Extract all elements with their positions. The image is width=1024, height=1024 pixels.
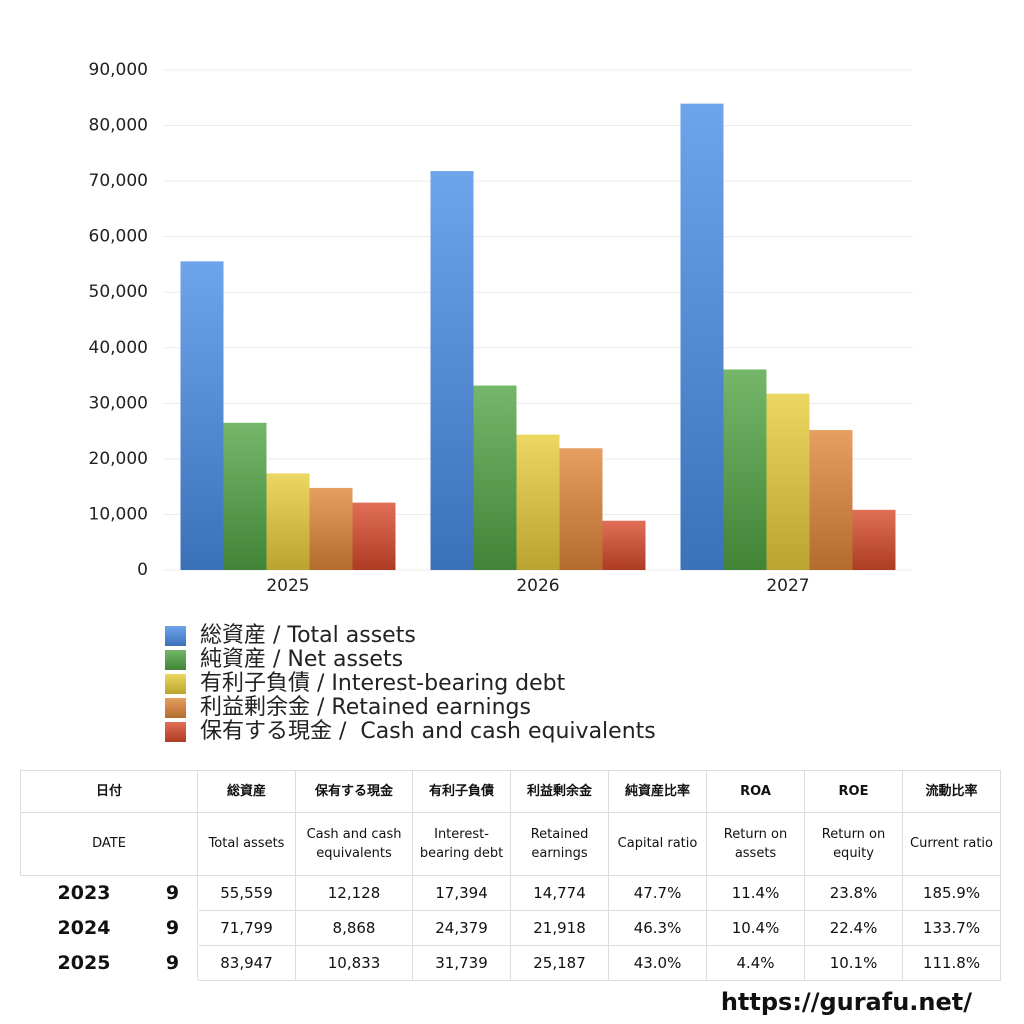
table-cell: 9 xyxy=(146,875,199,911)
table-row: 2023 9 55,559 12,128 17,394 14,774 47.7% 11.4% 2… xyxy=(20,875,1002,911)
legend-swatch xyxy=(165,674,186,694)
y-tick-label: 50,000 xyxy=(89,282,148,302)
table-cell: 31,739 xyxy=(412,945,512,981)
table-row: 2024 9 71,799 8,868 24,379 21,918 46.3% 10.4% 22… xyxy=(20,910,1002,946)
table-cell: 純資産比率 xyxy=(608,770,708,813)
table-row: 日付 総資産 保有する現金 有利子負債 利益剰余金 純資産比率 ROA ROE 流動比率 xyxy=(19,770,1002,813)
legend-swatch xyxy=(165,722,186,742)
table-cell: 21,918 xyxy=(510,910,610,946)
bar xyxy=(430,171,474,570)
y-tick-label: 10,000 xyxy=(89,504,148,524)
legend-label: 総資産 / Total assets xyxy=(200,623,416,648)
table-cell: 185.9% xyxy=(902,875,1002,911)
footer-url: https://gurafu.net/ xyxy=(720,988,972,1016)
legend-label: 有利子負債 / Interest-bearing debt xyxy=(200,671,566,696)
table-cell: 23.8% xyxy=(804,875,904,911)
table-cell: 保有する現金 xyxy=(295,770,414,813)
table-cell: 111.8% xyxy=(902,945,1002,981)
data-table: 日付 総資産 保有する現金 有利子負債 利益剰余金 純資産比率 ROA ROE 流動比率 DATE… xyxy=(19,770,1002,981)
table-cell: 133.7% xyxy=(902,910,1002,946)
table-cell: 総資産 xyxy=(197,770,297,813)
table-cell: Return on assets xyxy=(706,812,806,876)
table-cell: Cash and cash equivalents xyxy=(295,812,414,876)
table-cell: 10.4% xyxy=(706,910,806,946)
bar xyxy=(766,393,810,570)
table-cell: 22.4% xyxy=(804,910,904,946)
table-cell: 12,128 xyxy=(295,875,414,911)
x-tick-label: 2025 xyxy=(266,576,309,596)
bar xyxy=(352,502,396,570)
y-tick-label: 30,000 xyxy=(89,393,148,413)
legend-label: 純資産 / Net assets xyxy=(200,647,403,672)
y-tick-label: 80,000 xyxy=(89,116,148,136)
y-tick-label: 0 xyxy=(137,560,148,580)
table-cell: 17,394 xyxy=(412,875,512,911)
bar xyxy=(309,487,353,570)
bar xyxy=(723,369,767,570)
bar xyxy=(852,509,896,570)
table-cell: Total assets xyxy=(197,812,297,876)
chart: 0 10,000 20,000 30,000 40,000 50,000 60,000 70,… xyxy=(89,60,913,744)
table-cell: DATE xyxy=(19,812,199,876)
table-cell: Retained earnings xyxy=(510,812,610,876)
table-cell: 2025 xyxy=(20,945,148,981)
table-cell: Current ratio xyxy=(902,812,1002,876)
table-cell: ROE xyxy=(804,770,904,813)
table-cell: 83,947 xyxy=(197,945,297,981)
table-cell: 71,799 xyxy=(197,910,297,946)
table-cell: 10,833 xyxy=(295,945,414,981)
table-row: 2025 9 83,947 10,833 31,739 25,187 43.0% 4.4% 10… xyxy=(20,945,1002,981)
legend-swatch xyxy=(165,626,186,646)
legend-swatch xyxy=(165,650,186,670)
table-cell: ROA xyxy=(706,770,806,813)
x-tick-label: 2027 xyxy=(766,576,809,596)
table-cell: 利益剰余金 xyxy=(510,770,610,813)
table-cell: 2023 xyxy=(20,875,148,911)
table-cell: 9 xyxy=(146,910,199,946)
table-cell: 43.0% xyxy=(608,945,708,981)
legend-label: 利益剰余金 / Retained earnings xyxy=(200,695,531,720)
table-cell: 9 xyxy=(146,945,199,981)
bar xyxy=(680,103,724,570)
table-cell: 11.4% xyxy=(706,875,806,911)
table-row: DATE Total assets Cash and cash equivalent… xyxy=(19,812,1002,876)
table-cell: 25,187 xyxy=(510,945,610,981)
bar xyxy=(602,520,646,570)
table-cell: 10.1% xyxy=(804,945,904,981)
bar xyxy=(266,473,310,570)
x-tick-label: 2026 xyxy=(516,576,559,596)
legend-label: 保有する現金 / Cash and cash equivalents xyxy=(200,719,656,744)
bar xyxy=(180,261,224,570)
table-cell: 24,379 xyxy=(412,910,512,946)
y-tick-label: 20,000 xyxy=(89,449,148,469)
legend-swatch xyxy=(165,698,186,718)
y-tick-label: 70,000 xyxy=(89,171,148,191)
table-cell: 47.7% xyxy=(608,875,708,911)
bar xyxy=(223,422,267,570)
y-tick-label: 90,000 xyxy=(89,60,148,80)
table-cell: 4.4% xyxy=(706,945,806,981)
table-cell: 有利子負債 xyxy=(412,770,512,813)
table-cell: 日付 xyxy=(19,770,199,813)
bar xyxy=(516,434,560,570)
bar xyxy=(559,448,603,570)
bar xyxy=(809,430,853,570)
table-cell: 14,774 xyxy=(510,875,610,911)
y-tick-label: 40,000 xyxy=(89,338,148,358)
table-cell: 2024 xyxy=(20,910,148,946)
table-cell: Return on equity xyxy=(804,812,904,876)
table-cell: Interest-bearing debt xyxy=(412,812,512,876)
table-cell: 流動比率 xyxy=(902,770,1002,813)
table-cell: Capital ratio xyxy=(608,812,708,876)
bar xyxy=(473,385,517,570)
y-tick-label: 60,000 xyxy=(89,227,148,247)
table-cell: 8,868 xyxy=(295,910,414,946)
table-cell: 46.3% xyxy=(608,910,708,946)
table-cell: 55,559 xyxy=(197,875,297,911)
